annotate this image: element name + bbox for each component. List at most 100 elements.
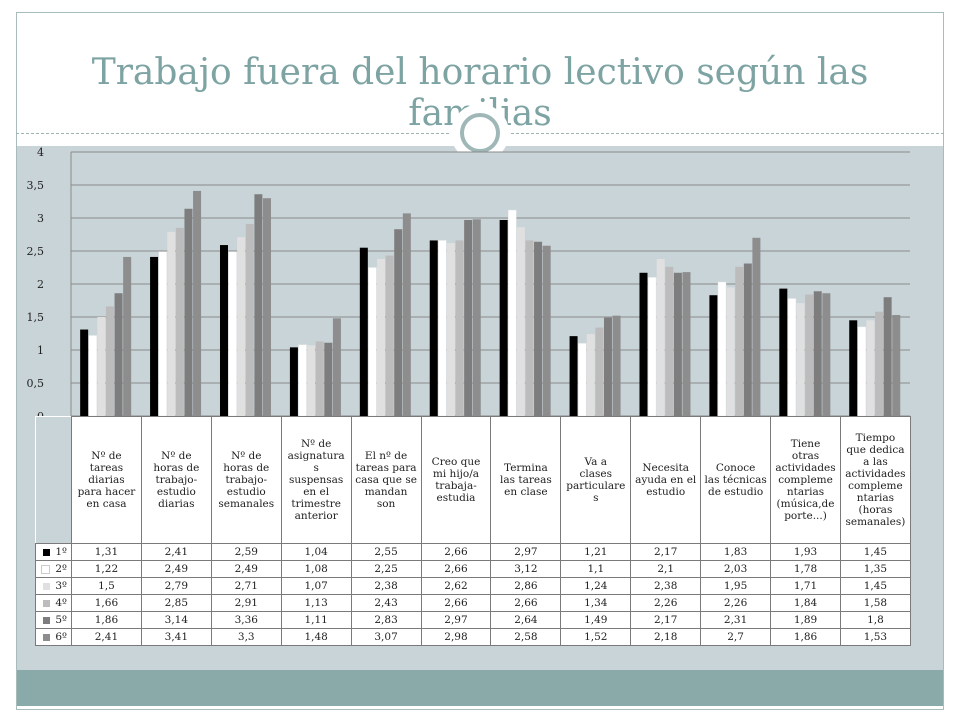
data-value-cell: 2,17 — [630, 543, 702, 561]
category-label-line: estudio — [646, 486, 686, 498]
legend-entry: 1º — [35, 543, 72, 561]
category-label-line: particulare — [566, 480, 626, 492]
category-label-line: las tareas — [500, 474, 552, 486]
series-name: 4º — [55, 597, 67, 609]
data-value-cell: 2,64 — [490, 611, 562, 629]
bar — [508, 209, 517, 417]
bar — [254, 194, 263, 416]
data-value-cell: 1,21 — [560, 543, 632, 561]
data-value-cell: 3,41 — [140, 628, 212, 646]
data-value-cell: 2,97 — [490, 543, 562, 561]
bar — [735, 266, 744, 416]
category-label-line: trabaja- — [435, 480, 477, 492]
footer-band — [17, 670, 943, 706]
data-value-cell: 2,71 — [210, 577, 282, 595]
bar — [385, 255, 394, 416]
data-value-cell: 2,98 — [420, 628, 492, 646]
bar — [849, 320, 858, 416]
bar — [673, 272, 682, 416]
bar — [726, 287, 735, 416]
bar — [665, 266, 674, 416]
category-label-line: anterior — [294, 510, 338, 522]
category-label-line: diarias — [158, 498, 195, 510]
data-value-cell: 1,84 — [770, 594, 841, 612]
data-value-cell: 1,53 — [839, 628, 911, 646]
category-label-line: ntarias — [856, 492, 895, 504]
data-value-cell: 1,95 — [700, 577, 772, 595]
data-value-cell: 2,18 — [630, 628, 702, 646]
bar — [289, 347, 298, 416]
data-value-cell: 1,31 — [71, 543, 142, 561]
bar — [639, 272, 648, 416]
data-value-cell: 2,38 — [630, 577, 702, 595]
category-label-line: estudia — [436, 492, 476, 504]
legend-entry: 5º — [35, 611, 72, 629]
bar — [402, 213, 411, 416]
category-label-line: horas de — [153, 462, 200, 474]
category-label-line: las técnicas — [704, 474, 767, 486]
bar — [534, 241, 543, 416]
category-label-line: (música,de — [776, 498, 835, 510]
bar — [193, 190, 202, 416]
bar — [603, 317, 612, 416]
data-value-cell: 2,62 — [420, 577, 492, 595]
data-value-cell: 3,36 — [210, 611, 282, 629]
category-label: Nº de horas de trabajo-estudio diarias — [140, 416, 212, 544]
bar — [472, 219, 481, 416]
category-label-line: clases — [579, 468, 613, 480]
category-label: El nº de tareas para casa que se mandan son — [350, 416, 422, 544]
y-tick-label: 1 — [37, 344, 44, 357]
y-tick-label: 4 — [37, 146, 44, 159]
data-value-cell: 2,41 — [140, 543, 212, 561]
y-tick-label: 1,5 — [27, 311, 45, 324]
data-value-cell: 2,86 — [490, 577, 562, 595]
category-label-line: trabajo- — [155, 474, 198, 486]
data-value-cell: 2,1 — [630, 560, 702, 578]
category-label-line: Termina — [504, 462, 548, 474]
legend-swatch — [43, 599, 51, 607]
category-label-line: diarias — [88, 474, 125, 486]
category-label-line: compleme — [778, 474, 833, 486]
bar — [307, 345, 316, 416]
data-value-cell: 2,66 — [420, 560, 492, 578]
data-value-cell: 1,49 — [560, 611, 632, 629]
table-corner-cell — [35, 416, 72, 544]
data-value-cell: 1,13 — [280, 594, 352, 612]
data-value-cell: 2,38 — [350, 577, 422, 595]
data-value-cell: 1,58 — [839, 594, 911, 612]
category-label-line: trimestre — [291, 498, 341, 510]
y-tick-label: 2 — [37, 278, 44, 291]
bar — [219, 245, 228, 416]
table-row: 4º 1,66 2,85 2,91 1,13 2,43 2,66 2,66 1,34 2,26 2,… — [35, 594, 911, 612]
data-value-cell: 2,97 — [420, 611, 492, 629]
category-label-line: Tiempo — [855, 432, 896, 444]
category-label-line: en clase — [504, 486, 548, 498]
data-value-cell: 1,66 — [71, 594, 142, 612]
category-label-line: Creo que — [431, 456, 481, 468]
category-label-line: a las — [863, 456, 888, 468]
category-label-line: ayuda en el — [635, 474, 697, 486]
legend-entry: 4º — [35, 594, 72, 612]
bar — [446, 243, 455, 416]
data-value-cell: 2,17 — [630, 611, 702, 629]
category-label-line: horas de — [223, 462, 270, 474]
y-tick-label: 2,5 — [27, 245, 45, 258]
category-label-line: semanales) — [845, 516, 906, 528]
data-value-cell: 1,1 — [560, 560, 632, 578]
bar — [237, 237, 246, 416]
bar — [123, 256, 132, 416]
category-label-line: en casa — [86, 498, 127, 510]
category-label-line: en el — [303, 486, 330, 498]
bar — [787, 298, 797, 417]
category-label-line: mandan — [364, 486, 408, 498]
data-value-cell: 1,11 — [280, 611, 352, 629]
category-label-line: compleme — [848, 480, 903, 492]
bar — [262, 198, 271, 416]
bar — [105, 306, 114, 416]
data-value-cell: 2,49 — [210, 560, 282, 578]
bar — [80, 329, 89, 416]
bar — [752, 237, 761, 416]
category-label-line: mi hijo/a — [432, 468, 480, 480]
category-label-line: casa que se — [355, 474, 417, 486]
bar — [525, 240, 534, 416]
